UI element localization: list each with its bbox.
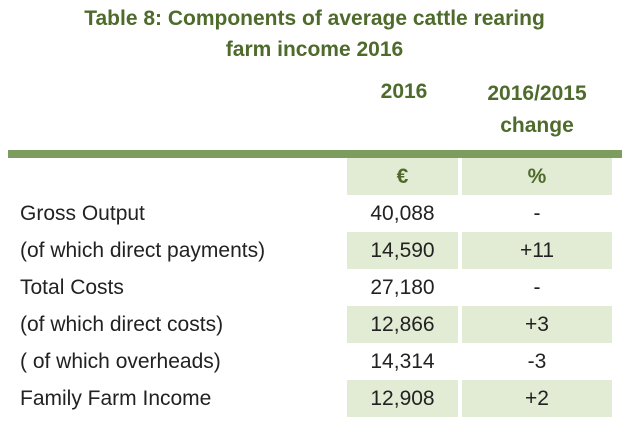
column-header-change: 2016/2015 change [462, 78, 612, 142]
table-title-line-1: Table 8: Components of average cattle re… [84, 7, 545, 30]
row-change-family-farm-income: +2 [462, 380, 612, 417]
header-divider [8, 150, 622, 158]
row-label-gross-output: Gross Output [20, 202, 145, 225]
row-label-direct-costs: (of which direct costs) [20, 313, 224, 336]
row-value-gross-output: 40,088 [370, 202, 435, 225]
row-change-direct-costs: +3 [462, 306, 612, 343]
row-value-overheads: 14,314 [370, 350, 435, 373]
unit-percent: % [462, 158, 612, 195]
table-title: Table 8: Components of average cattle re… [0, 3, 629, 65]
column-header-change-line-2: change [500, 114, 574, 137]
row-change-total-costs: - [533, 276, 541, 299]
row-change-overheads: -3 [527, 350, 547, 373]
column-header-change-line-1: 2016/2015 [487, 82, 587, 105]
row-value-total-costs: 27,180 [370, 276, 435, 299]
row-change-direct-payments: +11 [462, 232, 612, 269]
table-title-line-2: farm income 2016 [225, 38, 404, 61]
row-label-total-costs: Total Costs [20, 276, 124, 299]
unit-euro: € [347, 158, 458, 195]
row-label-direct-payments: (of which direct payments) [20, 239, 266, 262]
row-label-family-farm-income: Family Farm Income [20, 387, 212, 410]
row-value-direct-costs: 12,866 [347, 306, 458, 343]
row-value-family-farm-income: 12,908 [347, 380, 458, 417]
row-change-gross-output: - [533, 202, 541, 225]
row-label-overheads: ( of which overheads) [20, 350, 221, 373]
row-value-direct-payments: 14,590 [347, 232, 458, 269]
column-header-year: 2016 [380, 80, 428, 103]
